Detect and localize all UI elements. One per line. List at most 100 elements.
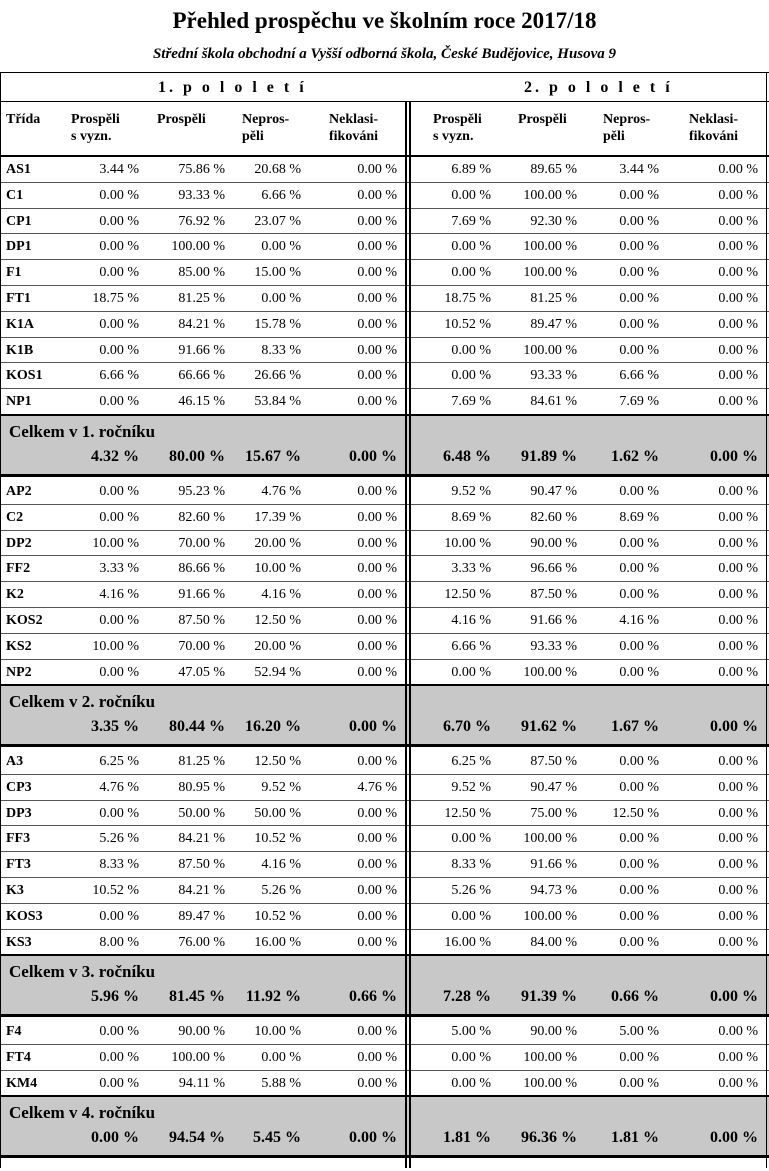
class-name: C2 [6, 509, 24, 525]
value-cell: 81.25 % [178, 754, 225, 769]
value-cell: 0.00 % [357, 187, 397, 203]
class-name: KOS2 [6, 613, 43, 628]
value-cell: 0.00 % [718, 908, 758, 924]
class-name: KS2 [6, 638, 32, 654]
value-cell: 94.11 % [178, 1075, 225, 1091]
total-value: 0.00 % [349, 1129, 397, 1146]
value-cell: 100.00 % [523, 1075, 577, 1091]
value-cell: 0.00 % [619, 908, 659, 924]
value-cell: 6.25 % [451, 754, 491, 769]
total-value: 1.67 % [611, 718, 659, 735]
value-cell: 0.00 % [619, 535, 659, 551]
value-cell: 15.00 % [254, 265, 301, 281]
class-name: FT3 [6, 857, 31, 873]
column-divider [766, 72, 767, 1168]
value-cell: 84.21 % [178, 831, 225, 847]
value-cell: 93.33 % [530, 368, 577, 384]
value-cell: 0.00 % [99, 316, 139, 332]
value-cell: 0.00 % [718, 316, 758, 332]
table-row: CP1 0.00 % 76.92 % 23.07 % 0.00 % 7.69 % 92.30… [0, 208, 769, 234]
value-cell: 100.00 % [523, 265, 577, 281]
value-cell: 0.00 % [718, 561, 758, 577]
value-cell: 0.00 % [619, 561, 659, 577]
value-cell: 80.95 % [178, 779, 225, 795]
value-cell: 4.76 % [261, 484, 301, 499]
value-cell: 100.00 % [523, 831, 577, 847]
value-cell: 4.76 % [357, 779, 397, 795]
value-cell: 0.00 % [718, 664, 758, 680]
header-2-4: Neklasi-fikováni [689, 111, 738, 145]
total-value: 81.45 % [169, 988, 225, 1005]
value-cell: 0.00 % [357, 239, 397, 255]
value-cell: 9.52 % [451, 779, 491, 795]
value-cell: 0.00 % [357, 1075, 397, 1091]
class-name: AP2 [6, 484, 32, 499]
value-cell: 0.00 % [357, 162, 397, 177]
total-value: 4.32 % [91, 448, 139, 465]
value-cell: 3.33 % [99, 561, 139, 577]
table-row: K2 4.16 % 91.66 % 4.16 % 0.00 % 12.50 % 87.50 … [0, 581, 769, 607]
class-name: F1 [6, 265, 22, 281]
value-cell: 81.25 % [530, 291, 577, 306]
value-cell: 10.00 % [444, 535, 491, 551]
value-cell: 5.00 % [451, 1024, 491, 1039]
total-value: 11.92 % [245, 988, 301, 1005]
value-cell: 91.66 % [530, 613, 577, 628]
class-name: A3 [6, 754, 24, 769]
table-row: FT4 0.00 % 100.00 % 0.00 % 0.00 % 0.00 % 100.0… [0, 1044, 769, 1070]
value-cell: 0.00 % [718, 883, 758, 898]
value-cell: 0.00 % [619, 265, 659, 281]
class-name: DP1 [6, 239, 32, 255]
class-name: KOS1 [6, 368, 43, 384]
value-cell: 8.33 % [451, 857, 491, 873]
divider-line [0, 684, 769, 686]
value-cell: 0.00 % [261, 1049, 301, 1065]
value-cell: 93.33 % [178, 187, 225, 203]
value-cell: 0.00 % [99, 1024, 139, 1039]
value-cell: 0.00 % [357, 754, 397, 769]
row-divider [0, 362, 769, 363]
total-value: 91.39 % [521, 988, 577, 1005]
value-cell: 84.21 % [178, 316, 225, 332]
value-cell: 0.00 % [357, 561, 397, 577]
value-cell: 50.00 % [254, 805, 301, 821]
value-cell: 0.00 % [619, 664, 659, 680]
value-cell: 0.00 % [718, 587, 758, 603]
total-value: 0.00 % [710, 988, 758, 1005]
value-cell: 4.76 % [99, 779, 139, 795]
value-cell: 75.86 % [178, 162, 225, 177]
value-cell: 3.44 % [619, 162, 659, 177]
total-value: 0.00 % [710, 718, 758, 735]
value-cell: 0.00 % [451, 831, 491, 847]
total-value: 0.00 % [349, 448, 397, 465]
total-value: 0.66 % [611, 988, 659, 1005]
value-cell: 0.00 % [357, 613, 397, 628]
column-divider [405, 101, 407, 1168]
value-cell: 90.00 % [530, 535, 577, 551]
value-cell: 18.75 % [444, 291, 491, 306]
value-cell: 10.52 % [92, 883, 139, 898]
total-value: 0.66 % [349, 988, 397, 1005]
page-title: Přehled prospěchu ve školním roce 2017/1… [172, 8, 597, 33]
total-value: 16.20 % [245, 718, 301, 735]
value-cell: 0.00 % [451, 239, 491, 255]
value-cell: 82.60 % [178, 509, 225, 525]
value-cell: 6.66 % [451, 638, 491, 654]
class-name: KOS3 [6, 908, 43, 924]
value-cell: 26.66 % [254, 368, 301, 384]
value-cell: 76.92 % [178, 213, 225, 229]
row-divider [0, 285, 769, 286]
header-line: Prospěli [157, 112, 206, 127]
value-cell: 0.00 % [619, 316, 659, 332]
value-cell: 0.00 % [357, 805, 397, 821]
value-cell: 0.00 % [99, 213, 139, 229]
value-cell: 0.00 % [718, 342, 758, 358]
value-cell: 75.00 % [530, 805, 577, 821]
table-row: KOS3 0.00 % 89.47 % 10.52 % 0.00 % 0.00 % 100.… [0, 903, 769, 929]
value-cell: 0.00 % [718, 239, 758, 255]
value-cell: 0.00 % [99, 1049, 139, 1065]
value-cell: 0.00 % [619, 587, 659, 603]
value-cell: 0.00 % [357, 934, 397, 950]
value-cell: 0.00 % [99, 613, 139, 628]
table-row: DP2 10.00 % 70.00 % 20.00 % 0.00 % 10.00 % 90.… [0, 530, 769, 556]
